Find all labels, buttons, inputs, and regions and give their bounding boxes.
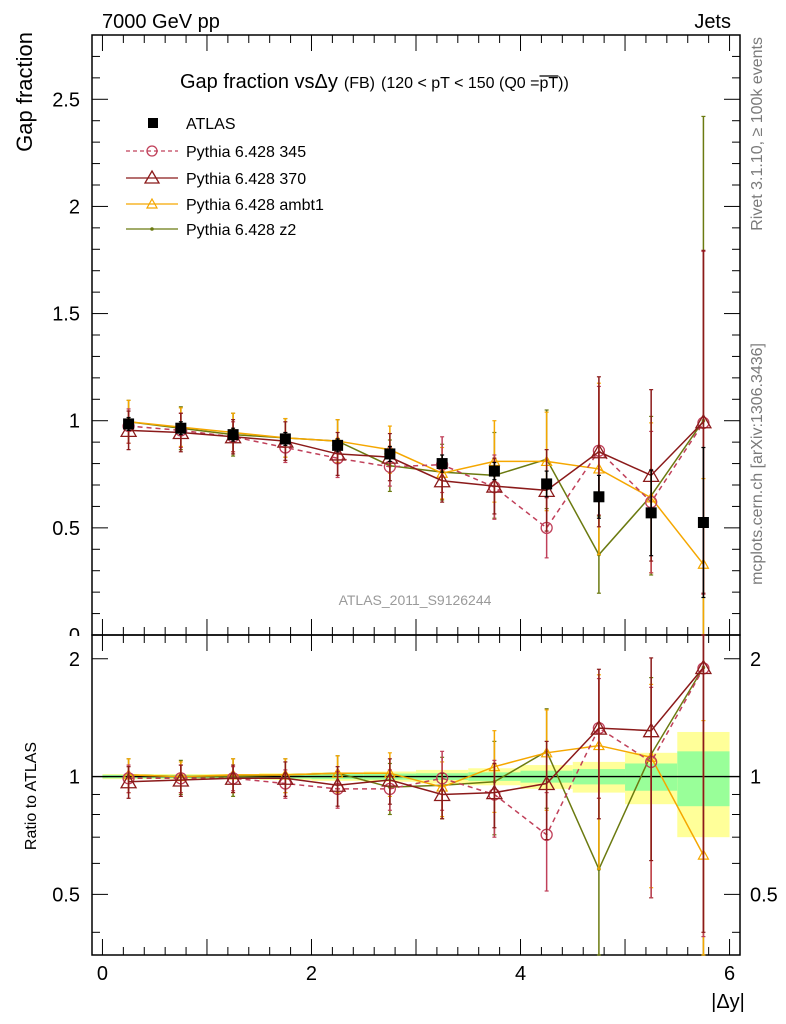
ratio-xtick-label: 4 [515,963,526,985]
main-ytick-label: 1 [69,411,80,433]
marker-p370 [276,769,294,785]
ratio-ytick-label: 2 [69,649,80,671]
main-ylabel: Gap fraction [12,32,37,152]
ratio-ytick-label: 0.5 [52,884,80,906]
marker-p370 [694,413,713,429]
line-z2 [128,420,705,556]
marker-atlas [436,458,448,470]
marker-atlas [332,439,344,451]
marker-p370 [328,445,347,461]
legend-label-345: Pythia 6.428 345 [186,144,306,161]
series-z2 [126,115,706,636]
marker-atlas [175,422,187,434]
marker-p370 [590,443,608,459]
ratio-xtick-label: 6 [724,963,735,985]
title-delta: Δy [315,71,338,93]
side-label-rivet: Rivet 3.1.10, ≥ 100k events [749,37,766,231]
legend-label-atlas: ATLAS [186,116,236,133]
main-ytick-label: 0.5 [52,518,80,540]
main-ytick-label: 2.5 [52,89,80,111]
marker-atlas [123,418,135,430]
marker-p370 [119,422,138,438]
legend-entry-ambt1: Pythia 6.428 ambt1 [126,197,324,214]
ratio-xlabel: |Δy| [711,991,745,1013]
ratio-ytick-label-right: 2 [750,649,761,671]
main-panel: 0.511.522.50 [52,34,741,650]
legend-label-z2: Pythia 6.428 z2 [186,222,296,239]
ratio-ylabel: Ratio to ATLAS [23,742,40,850]
ratio-panel: 0.5 0.5 1 1 2 2 0 2 4 6 [52,634,778,985]
header-right: Jets [694,11,731,33]
title-main: Gap fraction vs [180,71,315,93]
line-p370 [128,421,704,492]
main-ytick-label: 1.5 [52,304,80,326]
series-z2 [126,634,706,956]
marker-atlas [384,448,396,460]
legend-marker-z2 [150,227,154,231]
marker-p370 [119,773,138,789]
zero-label-mask [60,636,84,650]
side-label-mcplots: mcplots.cern.ch [arXiv:1306.3436] [749,343,766,585]
marker-p370 [224,769,242,785]
legend-marker-atlas [148,118,158,128]
line-p370 [128,666,704,796]
analysis-watermark: ATLAS_2011_S9126244 [339,592,492,608]
marker-p370 [381,771,399,787]
marker-p370 [694,659,713,675]
legend-entry-370: Pythia 6.428 370 [126,169,306,188]
legend-marker-370 [143,169,161,184]
ratio-xtick-label: 0 [97,963,108,985]
title-q0: pT [539,75,558,92]
marker-p370 [433,472,451,488]
legend: ATLAS Pythia 6.428 345 Pythia 6.428 370 … [126,116,324,239]
line-ambt1 [128,744,705,856]
series-p370 [119,249,713,594]
marker-p370 [590,719,608,735]
title-range: (120 < pT < 150 (Q0 = [381,75,539,92]
line-p345 [128,668,705,836]
legend-entry-345: Pythia 6.428 345 [126,144,306,161]
series-p370 [119,634,713,933]
ratio-ytick-label-right: 1 [750,767,761,789]
marker-atlas [697,517,709,528]
marker-p370 [642,722,660,738]
title-close: )) [558,75,569,92]
marker-p370 [538,775,556,791]
line-p345 [128,422,705,529]
line-ambt1 [128,421,705,565]
series-ambt1 [122,674,710,956]
marker-p370 [172,771,190,787]
series-atlas [123,416,709,599]
legend-marker-ambt1 [145,197,159,209]
legend-label-370: Pythia 6.428 370 [186,171,306,188]
series-p345 [122,250,710,595]
ratio-ytick-label: 1 [69,767,80,789]
title-fb: (FB) [344,75,375,92]
marker-atlas [541,478,553,490]
marker-p370 [485,477,504,493]
marker-atlas [488,465,500,477]
marker-atlas [645,507,657,519]
ratio-xtick-label: 2 [306,963,317,985]
main-ytick-label: 2 [69,196,80,218]
marker-p370 [328,776,347,792]
header-left: 7000 GeV pp [102,11,220,33]
marker-p370 [433,786,451,802]
marker-p370 [485,784,504,800]
chart-title: Gap fraction vsΔy (FB) (120 < pT < 150 (Q0… [180,71,569,93]
ratio-ytick-label-right: 0.5 [750,884,778,906]
marker-atlas [593,491,605,503]
line-z2 [128,667,705,871]
marker-atlas [279,433,291,445]
marker-atlas [227,429,239,441]
legend-entry-atlas: ATLAS [148,116,236,133]
legend-marker-345 [146,145,158,157]
legend-label-ambt1: Pythia 6.428 ambt1 [186,197,324,214]
legend-entry-z2: Pythia 6.428 z2 [126,222,296,239]
